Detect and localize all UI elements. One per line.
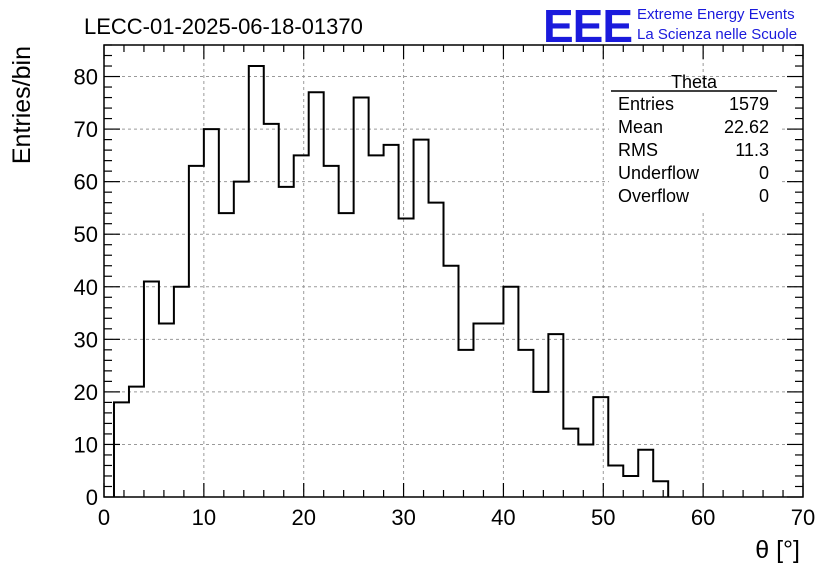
histogram-bar (414, 140, 429, 497)
histogram-bar (638, 450, 653, 497)
chart-title: LECC-01-2025-06-18-01370 (84, 14, 363, 39)
histogram-bar (593, 397, 608, 497)
histogram-bar (159, 324, 174, 497)
histogram-bar (623, 476, 638, 497)
histogram-bar (129, 387, 144, 497)
stats-row-value: 0 (759, 186, 769, 206)
stats-row-label: Underflow (618, 163, 700, 183)
stats-title: Theta (671, 72, 718, 92)
histogram-bar (279, 187, 294, 497)
y-tick-label: 80 (74, 65, 98, 90)
y-tick-label: 60 (74, 170, 98, 195)
logo-mark: EEE (543, 0, 632, 52)
histogram-bar (548, 334, 563, 497)
histogram-bar (578, 444, 593, 497)
histogram-bar (608, 465, 623, 497)
plot-frame (103, 44, 804, 498)
x-tick-label: 50 (591, 505, 615, 530)
histogram-bar (249, 66, 264, 497)
histogram-bar (653, 481, 668, 497)
stats-box-background (609, 88, 779, 210)
x-tick-label: 0 (98, 505, 110, 530)
histogram-bar (444, 266, 459, 497)
y-tick-label: 70 (74, 117, 98, 142)
y-tick-label: 40 (74, 275, 98, 300)
x-tick-label: 30 (391, 505, 415, 530)
histogram-outline (112, 65, 670, 497)
x-tick-label: 20 (291, 505, 315, 530)
stats-row-label: Overflow (618, 186, 690, 206)
histogram-bar (204, 129, 219, 497)
stats-row-label: RMS (618, 140, 658, 160)
y-axis-label: Entries/bin (8, 46, 36, 164)
histogram-bar (488, 324, 503, 497)
y-tick-label: 50 (74, 222, 98, 247)
y-tick-label: 0 (86, 485, 98, 510)
histogram-bar (429, 203, 444, 497)
stats-row-value: 22.62 (724, 117, 769, 137)
stats-row-label: Entries (618, 94, 674, 114)
y-tick-label: 10 (74, 432, 98, 457)
x-tick-label: 60 (691, 505, 715, 530)
x-tick-label: 40 (491, 505, 515, 530)
histogram-bar (324, 166, 339, 497)
histogram-bar (563, 429, 578, 497)
histogram-bar (354, 98, 369, 497)
logo-line-2: La Scienza nelle Scuole (637, 26, 797, 43)
histogram-bar (174, 287, 189, 497)
stats-row-value: 0 (759, 163, 769, 183)
histogram-bar (219, 213, 234, 497)
histogram-bar (503, 287, 518, 497)
grid-lines (104, 45, 803, 497)
x-tick-label: 70 (791, 505, 815, 530)
eee-logo: EEE Extreme Energy Events La Scienza nel… (543, 0, 797, 52)
histogram-bar (399, 218, 414, 497)
histogram-bar (369, 155, 384, 497)
axis-ticks (103, 44, 804, 498)
histogram-bar (294, 155, 309, 497)
histogram-bar (339, 213, 354, 497)
histogram-bar (189, 166, 204, 497)
histogram-bar (533, 392, 548, 497)
x-axis-label: θ [°] (755, 536, 800, 564)
stats-row-value: 1579 (729, 94, 769, 114)
histogram-bar (473, 324, 488, 497)
histogram-bar (264, 124, 279, 497)
y-tick-label: 30 (74, 327, 98, 352)
histogram-bar (144, 282, 159, 497)
histogram-bar (114, 402, 129, 497)
stats-row-label: Mean (618, 117, 663, 137)
histogram-bar (384, 145, 399, 497)
y-tick-label: 20 (74, 380, 98, 405)
logo-line-1: Extreme Energy Events (637, 6, 795, 23)
histogram-bar (309, 92, 324, 497)
histogram-bar (458, 350, 473, 497)
histogram-bar (234, 182, 249, 497)
stats-row-value: 11.3 (735, 140, 769, 160)
stats-box: Theta Entries 1579 Mean 22.62 RMS 11.3 Underfl… (609, 72, 779, 210)
histogram-bars (112, 65, 670, 497)
tick-labels: 0 10 20 30 40 50 60 70 0 10 20 30 40 50 60 70 80 (74, 65, 816, 530)
x-tick-label: 10 (192, 505, 216, 530)
stats-rows: Entries 1579 Mean 22.62 RMS 11.3 Underflow 0 Ove… (618, 94, 769, 206)
histogram-bar (518, 350, 533, 497)
